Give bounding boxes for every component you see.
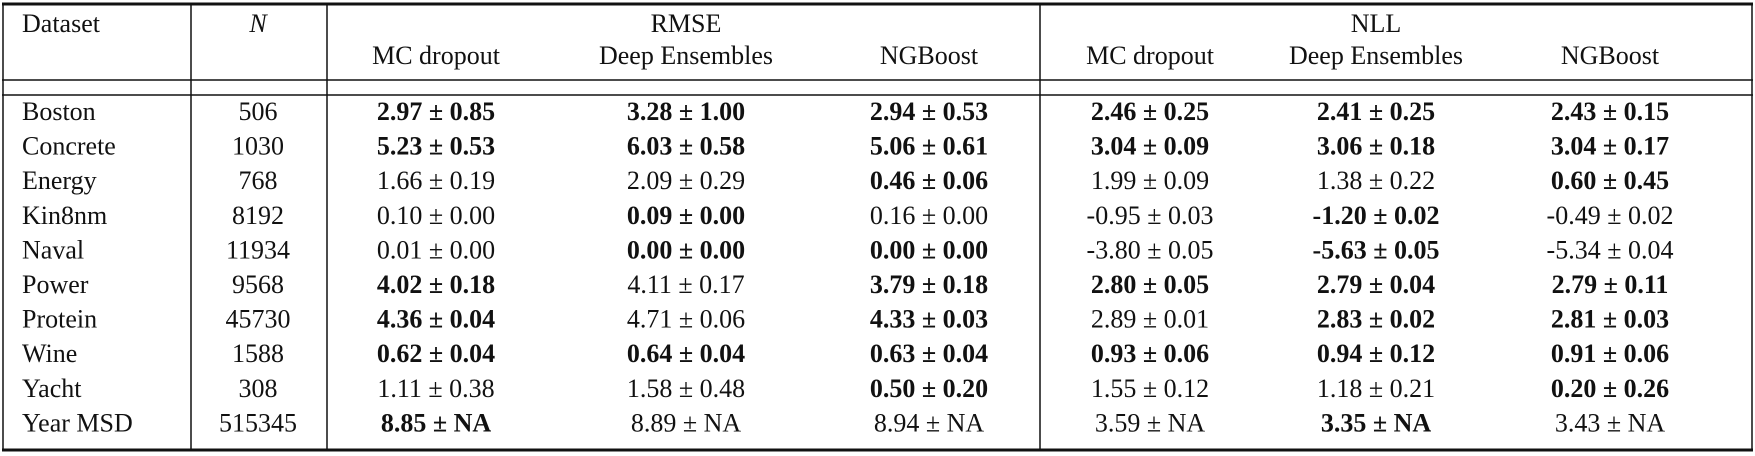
metric-cell: -0.95 ± 0.03 [1087, 201, 1214, 230]
column-header: MC dropout [1086, 41, 1215, 70]
metric-cell: 1.38 ± 0.22 [1317, 166, 1435, 195]
metric-cell: 2.09 ± 0.29 [627, 166, 745, 195]
metric-cell: 8.94 ± NA [874, 408, 985, 437]
metric-cell: 4.33 ± 0.03 [870, 305, 988, 334]
metric-cell: 1.58 ± 0.48 [627, 374, 745, 403]
metric-cell: 2.41 ± 0.25 [1317, 97, 1435, 126]
sample-count: 45730 [226, 305, 291, 334]
metric-cell: 1.66 ± 0.19 [377, 166, 495, 195]
metric-cell: 8.85 ± NA [381, 408, 492, 437]
dataset-name: Boston [22, 97, 96, 126]
dataset-name: Energy [22, 166, 97, 195]
metric-cell: 0.00 ± 0.00 [627, 235, 745, 264]
dataset-name: Power [22, 270, 89, 299]
metric-cell: 3.43 ± NA [1555, 408, 1666, 437]
metric-cell: 0.16 ± 0.00 [870, 201, 988, 230]
dataset-name: Yacht [22, 374, 82, 403]
metric-cell: 4.71 ± 0.06 [627, 305, 745, 334]
sample-count: 8192 [232, 201, 284, 230]
metric-cell: 2.89 ± 0.01 [1091, 305, 1209, 334]
metric-cell: 0.10 ± 0.00 [377, 201, 495, 230]
metric-cell: 2.81 ± 0.03 [1551, 305, 1669, 334]
sample-count: 9568 [232, 270, 284, 299]
metric-cell: 5.23 ± 0.53 [377, 132, 495, 161]
metric-cell: 1.99 ± 0.09 [1091, 166, 1209, 195]
metric-cell: 1.11 ± 0.38 [377, 374, 494, 403]
metric-cell: -0.49 ± 0.02 [1547, 201, 1674, 230]
column-header: NGBoost [880, 41, 979, 70]
column-header: MC dropout [372, 41, 501, 70]
header-n: N [248, 9, 268, 38]
metric-cell: 2.79 ± 0.04 [1317, 270, 1435, 299]
metric-cell: 2.46 ± 0.25 [1091, 97, 1209, 126]
metric-cell: 1.55 ± 0.12 [1091, 374, 1209, 403]
metric-cell: 3.35 ± NA [1321, 408, 1432, 437]
header-dataset: Dataset [22, 9, 101, 38]
metric-cell: 4.11 ± 0.17 [627, 270, 744, 299]
metric-cell: 2.83 ± 0.02 [1317, 305, 1435, 334]
metric-cell: 0.50 ± 0.20 [870, 374, 988, 403]
column-header: Deep Ensembles [599, 41, 773, 70]
metric-cell: 2.94 ± 0.53 [870, 97, 988, 126]
metric-cell: -1.20 ± 0.02 [1313, 201, 1440, 230]
dataset-name: Naval [22, 235, 84, 264]
metric-cell: 0.64 ± 0.04 [627, 339, 745, 368]
dataset-name: Protein [22, 305, 97, 334]
metric-cell: 0.01 ± 0.00 [377, 235, 495, 264]
metric-cell: 0.94 ± 0.12 [1317, 339, 1435, 368]
metric-cell: -5.34 ± 0.04 [1547, 235, 1674, 264]
column-header: NGBoost [1561, 41, 1660, 70]
metric-cell: 4.36 ± 0.04 [377, 305, 495, 334]
metric-cell: 2.80 ± 0.05 [1091, 270, 1209, 299]
metric-cell: 0.60 ± 0.45 [1551, 166, 1669, 195]
metric-cell: 3.28 ± 1.00 [627, 97, 745, 126]
metric-cell: -5.63 ± 0.05 [1313, 235, 1440, 264]
dataset-name: Wine [22, 339, 77, 368]
dataset-name: Year MSD [22, 408, 133, 437]
metric-cell: 5.06 ± 0.61 [870, 132, 988, 161]
metric-cell: -3.80 ± 0.05 [1087, 235, 1214, 264]
column-header: Deep Ensembles [1289, 41, 1463, 70]
sample-count: 1030 [232, 132, 284, 161]
metric-cell: 3.06 ± 0.18 [1317, 132, 1435, 161]
metric-cell: 2.97 ± 0.85 [377, 97, 495, 126]
metric-cell: 6.03 ± 0.58 [627, 132, 745, 161]
sample-count: 506 [239, 97, 278, 126]
metric-cell: 0.63 ± 0.04 [870, 339, 988, 368]
metric-cell: 0.20 ± 0.26 [1551, 374, 1669, 403]
dataset-name: Kin8nm [22, 201, 107, 230]
metric-cell: 3.04 ± 0.17 [1551, 132, 1669, 161]
metric-cell: 0.93 ± 0.06 [1091, 339, 1209, 368]
metric-cell: 2.43 ± 0.15 [1551, 97, 1669, 126]
metric-cell: 0.09 ± 0.00 [627, 201, 745, 230]
sample-count: 308 [239, 374, 278, 403]
metric-cell: 0.91 ± 0.06 [1551, 339, 1669, 368]
metric-cell: 3.04 ± 0.09 [1091, 132, 1209, 161]
sample-count: 11934 [226, 235, 290, 264]
metric-cell: 1.18 ± 0.21 [1317, 374, 1435, 403]
metric-cell: 2.79 ± 0.11 [1552, 270, 1669, 299]
metric-cell: 0.62 ± 0.04 [377, 339, 495, 368]
metric-cell: 3.79 ± 0.18 [870, 270, 988, 299]
metric-cell: 0.46 ± 0.06 [870, 166, 988, 195]
metric-cell: 4.02 ± 0.18 [377, 270, 495, 299]
dataset-name: Concrete [22, 132, 116, 161]
metric-cell: 8.89 ± NA [631, 408, 742, 437]
sample-count: 1588 [232, 339, 284, 368]
sample-count: 515345 [219, 408, 297, 437]
group-title: NLL [1351, 9, 1402, 38]
sample-count: 768 [239, 166, 278, 195]
metric-cell: 3.59 ± NA [1095, 408, 1206, 437]
metric-cell: 0.00 ± 0.00 [870, 235, 988, 264]
group-title: RMSE [651, 9, 722, 38]
